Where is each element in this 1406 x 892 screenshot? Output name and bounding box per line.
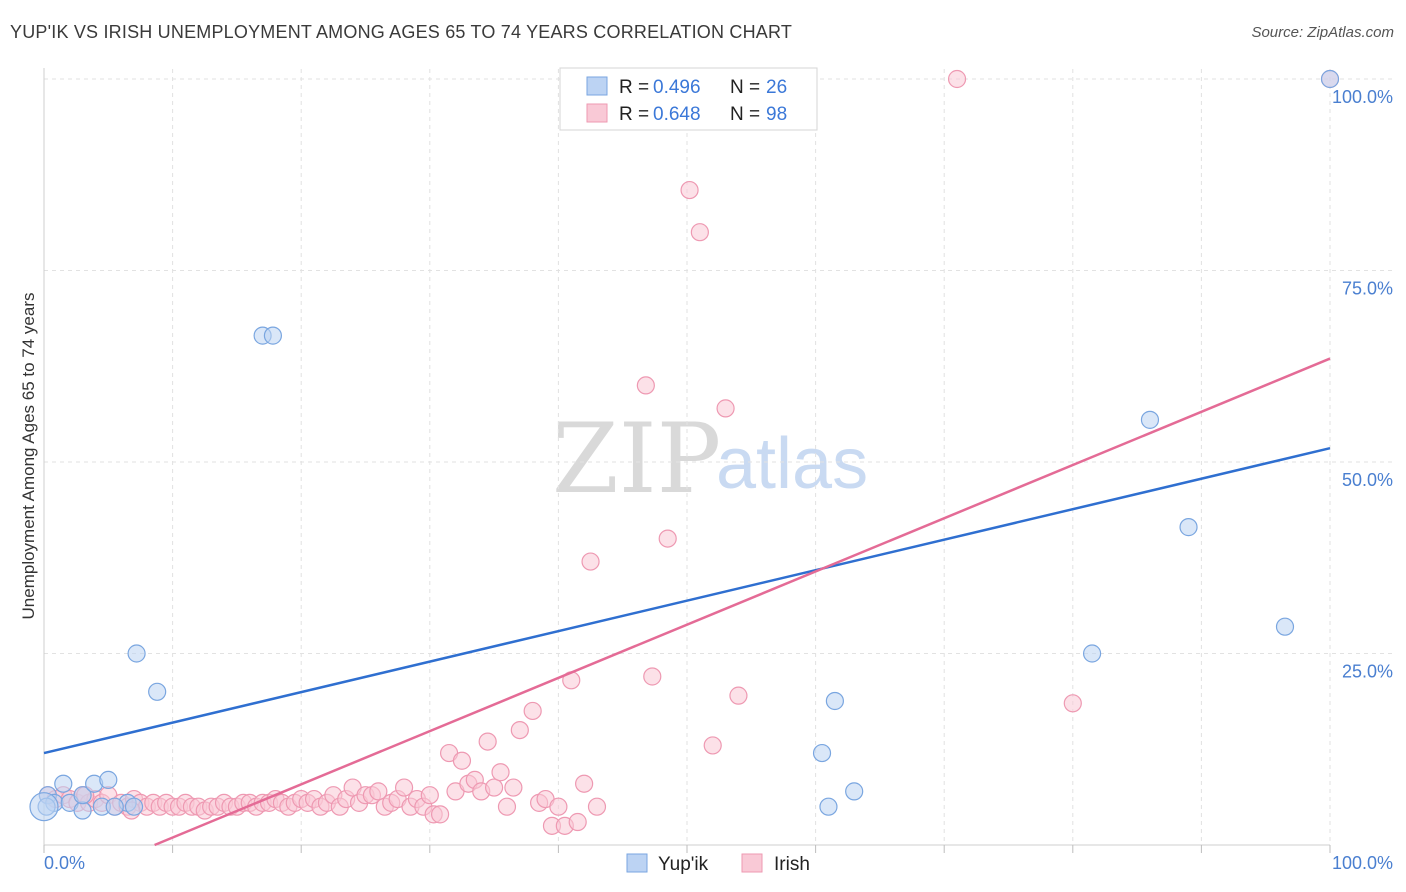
data-point: [491, 763, 510, 782]
legend-r-label-yupik: R =: [619, 77, 649, 98]
legend-swatch-irish: [586, 103, 608, 123]
trend-lines: [43, 357, 1331, 847]
data-point: [575, 774, 594, 793]
data-point: [1179, 518, 1198, 537]
data-point: [680, 180, 699, 200]
axes: 25.0% 50.0% 75.0% 100.0%: [43, 68, 1393, 853]
y-tick-label: 100.0%: [1332, 87, 1393, 107]
data-point: [1140, 410, 1160, 429]
data-point: [430, 805, 450, 824]
data-point: [825, 691, 844, 711]
data-point: [1063, 694, 1082, 713]
data-point: [947, 69, 967, 89]
data-point: [29, 792, 59, 822]
legend-n-label-irish: N =: [730, 104, 760, 125]
data-point: [485, 778, 504, 797]
data-point: [549, 797, 568, 816]
data-point: [263, 326, 283, 345]
legend-swatch-yupik: [586, 76, 608, 96]
bottom-legend: Yup'ik Irish: [626, 853, 810, 875]
x-tick-label-min: 0.0%: [44, 853, 85, 873]
data-point: [148, 682, 167, 701]
data-point: [105, 797, 124, 816]
data-point: [420, 786, 439, 805]
legend-r-label-irish: R =: [619, 104, 649, 125]
data-point: [819, 797, 838, 816]
grid: [44, 69, 1395, 845]
data-point: [73, 786, 92, 805]
source-label: Source: ZipAtlas.com: [1251, 24, 1394, 41]
data-point: [643, 667, 662, 686]
data-point: [504, 778, 523, 797]
data-point: [497, 797, 517, 816]
y-tick-label: 25.0%: [1342, 662, 1393, 682]
y-tick-label: 50.0%: [1342, 470, 1393, 490]
bottom-legend-label-irish: Irish: [774, 854, 810, 875]
yupik-points: [29, 69, 1340, 822]
data-point: [658, 529, 677, 548]
data-point: [568, 812, 587, 832]
data-point: [581, 552, 600, 571]
data-point: [452, 751, 472, 770]
trend-line-yupik: [43, 446, 1331, 755]
data-point: [636, 376, 655, 395]
data-point: [1082, 644, 1102, 663]
bottom-legend-label-yupik: Yup'ik: [658, 854, 709, 875]
data-point: [716, 399, 735, 418]
trend-line-irish: [154, 357, 1331, 847]
legend: R = 0.496 N = 26 R = 0.648 N = 98: [559, 67, 818, 131]
bottom-legend-swatch-yupik: [626, 853, 648, 873]
data-point: [812, 743, 832, 763]
data-point: [394, 778, 414, 797]
data-point: [690, 223, 709, 242]
data-point: [127, 644, 146, 663]
data-point: [845, 782, 864, 801]
data-point: [729, 686, 748, 705]
data-point: [587, 797, 607, 816]
data-point: [73, 801, 92, 820]
x-tick-label-max: 100.0%: [1332, 853, 1393, 873]
data-point: [1320, 69, 1340, 89]
data-point: [369, 782, 388, 801]
data-point: [478, 732, 497, 751]
watermark-zip: ZIP: [552, 403, 721, 515]
legend-r-value-yupik: 0.496: [653, 77, 701, 98]
data-point: [703, 736, 722, 755]
y-axis-label: Unemployment Among Ages 65 to 74 years: [19, 293, 38, 620]
data-point: [510, 720, 529, 740]
data-point: [1275, 617, 1295, 636]
y-tick-label: 75.0%: [1342, 279, 1393, 299]
data-point: [523, 701, 542, 721]
data-point: [124, 797, 144, 816]
legend-r-value-irish: 0.648: [653, 104, 701, 125]
data-point: [99, 770, 118, 789]
data-point: [54, 774, 73, 793]
watermark-atlas: atlas: [716, 424, 868, 504]
bottom-legend-swatch-irish: [741, 853, 763, 873]
legend-n-value-irish: 98: [766, 104, 787, 125]
legend-n-value-yupik: 26: [766, 77, 787, 98]
chart-title: YUP'IK VS IRISH UNEMPLOYMENT AMONG AGES …: [10, 22, 793, 42]
legend-n-label-yupik: N =: [730, 77, 760, 98]
